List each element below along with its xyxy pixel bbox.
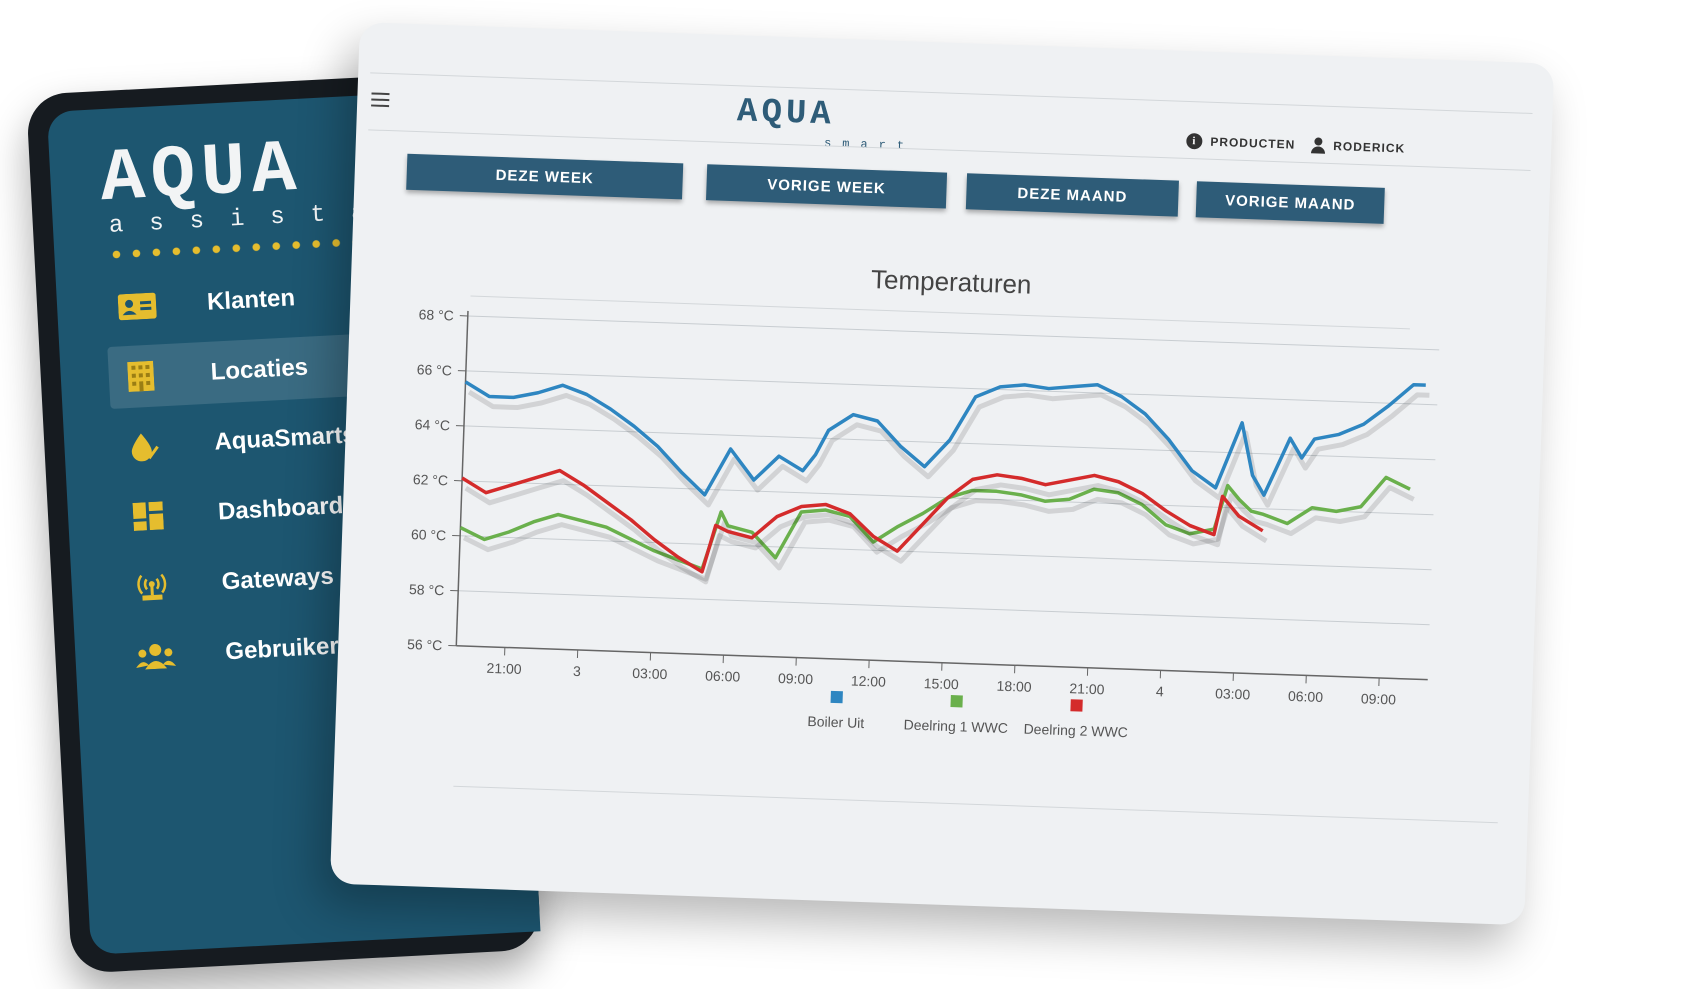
y-tick-label: 56 °C bbox=[407, 636, 443, 653]
y-tick-label: 60 °C bbox=[411, 526, 447, 543]
legend-swatch bbox=[830, 690, 843, 704]
period-button-vorige-maand[interactable]: VORIGE MAAND bbox=[1195, 181, 1385, 224]
id-card-icon bbox=[116, 290, 158, 322]
series-shadow bbox=[467, 389, 1430, 508]
y-tick-label: 66 °C bbox=[416, 361, 452, 378]
water-drop-check-icon bbox=[124, 430, 166, 462]
legend-swatch bbox=[950, 695, 963, 708]
legend-label: Boiler Uit bbox=[807, 713, 864, 731]
series-shadow bbox=[462, 485, 1415, 582]
user-icon bbox=[1311, 137, 1326, 153]
dashboard-grid-icon bbox=[127, 500, 169, 532]
hamburger-menu-icon[interactable] bbox=[371, 92, 390, 111]
x-tick-label: 09:00 bbox=[1361, 690, 1397, 707]
gridline bbox=[465, 370, 1438, 406]
gridline bbox=[460, 535, 1432, 571]
x-tick-label: 21:00 bbox=[486, 660, 522, 677]
x-tick-label: 4 bbox=[1156, 683, 1165, 699]
x-tick-label: 09:00 bbox=[778, 670, 814, 687]
sidebar-item-label: Dashboard bbox=[217, 491, 344, 526]
aqua-smart-window: AQUA smart i PRODUCTEN RODERICK DEZE WEE… bbox=[329, 22, 1555, 926]
legend-label: Deelring 2 WWC bbox=[1023, 721, 1128, 741]
x-tick-label: 06:00 bbox=[705, 667, 741, 684]
sidebar-item-gebruikers[interactable]: Gebruikers bbox=[122, 605, 541, 689]
gridline bbox=[463, 425, 1436, 461]
sidebar-item-klanten[interactable]: Klanten bbox=[104, 255, 527, 339]
tablet-device: AQUA assistant Klanten Locaties AquaSmar… bbox=[26, 70, 542, 974]
series-line bbox=[461, 468, 1264, 574]
nav-link-producten[interactable]: i PRODUCTEN bbox=[1186, 132, 1296, 153]
y-tick-label: 62 °C bbox=[413, 471, 449, 488]
app-logo: AQUA bbox=[736, 93, 836, 135]
temperature-chart: Temperaturen 56 °C 58 °C 60 °C 62 °C 64 °C 66 … bbox=[407, 264, 1440, 741]
sidebar-item-label: Gateways bbox=[221, 562, 335, 596]
gridline bbox=[458, 590, 1430, 626]
x-tick-label: 06:00 bbox=[1288, 688, 1324, 705]
x-tick-label: 15:00 bbox=[923, 675, 959, 692]
x-tick-label: 18:00 bbox=[996, 678, 1032, 695]
nav-link-label: RODERICK bbox=[1333, 139, 1406, 156]
sidebar-item-gateways[interactable]: Gateways bbox=[118, 535, 540, 619]
title-divider bbox=[470, 295, 1410, 330]
period-button-vorige-week[interactable]: VORIGE WEEK bbox=[705, 164, 948, 209]
nav-link-label: PRODUCTEN bbox=[1210, 134, 1296, 152]
series-shadow bbox=[464, 478, 1268, 585]
series-line bbox=[464, 380, 1426, 497]
chart-title: Temperaturen bbox=[871, 264, 1032, 300]
building-icon bbox=[120, 360, 162, 393]
period-button-deze-maand[interactable]: DEZE MAAND bbox=[965, 173, 1179, 217]
y-tick-label: 68 °C bbox=[418, 306, 454, 323]
gridline bbox=[467, 315, 1440, 351]
sidebar-item-label: Locaties bbox=[210, 353, 309, 386]
info-icon: i bbox=[1186, 132, 1203, 150]
sidebar-item-aquasmarts[interactable]: AquaSmarts bbox=[111, 395, 534, 479]
x-tick-label: 12:00 bbox=[851, 673, 887, 690]
sidebar-item-locaties[interactable]: Locaties bbox=[107, 325, 530, 410]
legend-swatch bbox=[1070, 699, 1083, 712]
sidebar-item-label: Klanten bbox=[206, 284, 296, 316]
period-button-deze-week[interactable]: DEZE WEEK bbox=[406, 153, 684, 200]
sidebar-item-dashboard[interactable]: Dashboard bbox=[115, 465, 538, 549]
x-tick-label: 03:00 bbox=[632, 665, 668, 682]
x-tick-label: 3 bbox=[573, 663, 582, 679]
sidebar-panel: AQUA assistant Klanten Locaties AquaSmar… bbox=[46, 88, 541, 955]
x-tick-label: 21:00 bbox=[1069, 680, 1105, 697]
sidebar-item-label: Gebruikers bbox=[224, 631, 353, 666]
y-tick-label: 64 °C bbox=[415, 416, 451, 433]
x-tick-label: 03:00 bbox=[1215, 685, 1251, 702]
nav-link-user[interactable]: RODERICK bbox=[1311, 137, 1406, 156]
legend-label: Deelring 1 WWC bbox=[903, 716, 1008, 736]
users-icon bbox=[135, 640, 177, 672]
divider bbox=[370, 72, 1533, 114]
antenna-icon bbox=[131, 570, 173, 602]
sidebar-item-label: AquaSmarts bbox=[213, 421, 357, 456]
y-tick-label: 58 °C bbox=[409, 581, 445, 598]
